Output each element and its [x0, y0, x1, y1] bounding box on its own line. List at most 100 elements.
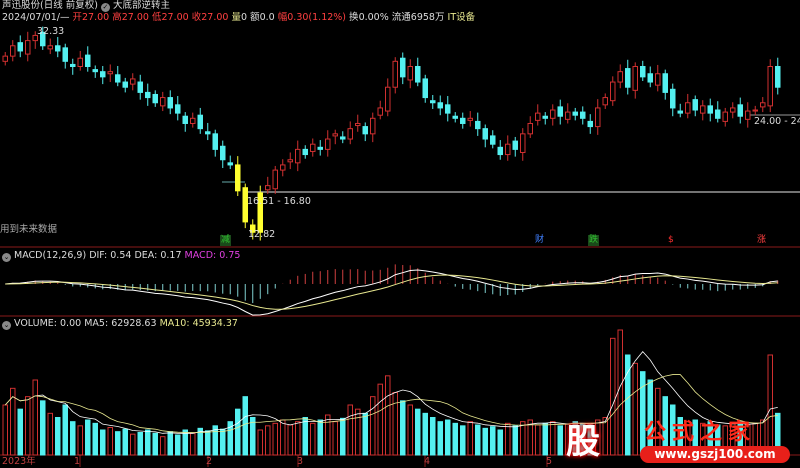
candle — [655, 73, 661, 86]
formula-toggle-icon[interactable]: ✓ — [100, 3, 110, 12]
dea-line — [5, 274, 778, 310]
dif-line — [5, 269, 778, 316]
zone-low-label: 16.51 - 16.80 — [247, 196, 311, 207]
volume-bar — [220, 428, 226, 456]
macd-toggle-icon[interactable]: ⌄ — [2, 253, 11, 262]
volume-bar — [2, 404, 8, 456]
candle — [497, 146, 503, 156]
candle — [332, 133, 338, 137]
volume-bar — [257, 429, 263, 456]
candle — [527, 122, 533, 135]
volume-legend: ⌄ VOLUME: 0.00 MA5: 62928.63 MA10: 45934.… — [2, 318, 238, 330]
volume-bar — [332, 421, 338, 456]
candle — [152, 93, 158, 104]
volume-bar — [325, 414, 331, 456]
volume-bar — [115, 431, 121, 456]
future-data-warning: 用到未来数据 — [0, 224, 58, 235]
candle — [752, 109, 758, 112]
candle — [437, 102, 443, 109]
candle — [760, 102, 766, 108]
candle — [25, 40, 31, 55]
volume-bar — [355, 408, 361, 456]
candle — [62, 47, 68, 62]
candle — [17, 42, 23, 52]
volume-bar — [310, 422, 316, 456]
volume-bar — [460, 425, 466, 456]
candle — [610, 81, 616, 102]
candle — [520, 133, 526, 153]
candle — [775, 65, 781, 88]
marker-fall: 跌 — [588, 235, 600, 246]
volume-toggle-icon[interactable]: ⌄ — [2, 321, 11, 330]
volume-bar — [137, 432, 143, 456]
quote-bar: 2024/07/01/— 开27.00 高27.00 低27.00 收27.00… — [2, 12, 476, 23]
formula-name: 大底部逆转主 — [112, 0, 170, 11]
volume-bar — [475, 424, 481, 456]
candle — [242, 187, 248, 223]
candle — [587, 120, 593, 128]
volume-bar — [512, 425, 518, 456]
volume-bar — [190, 432, 196, 456]
volume-bar — [377, 383, 383, 456]
candle — [362, 126, 368, 135]
volume-bar — [10, 387, 16, 456]
volume-bar — [527, 419, 533, 456]
volume-bar — [632, 362, 638, 456]
candle — [700, 105, 706, 114]
volume-bar — [422, 412, 428, 456]
macd-legend: ⌄ MACD(12,26,9) DIF: 0.54 DEA: 0.17 MACD:… — [2, 250, 241, 262]
volume-bar — [250, 417, 256, 456]
candle — [505, 143, 511, 156]
volume-bar — [497, 429, 503, 456]
candle — [310, 143, 316, 152]
candle — [175, 104, 181, 114]
candle — [542, 115, 548, 119]
candle — [407, 65, 413, 81]
x-label-month: 5 — [546, 456, 553, 467]
volume-bar — [100, 429, 106, 456]
zone-right-label: 24.00 - 24.3 — [754, 116, 800, 127]
volume-bar — [92, 422, 98, 456]
volume-bar — [625, 354, 631, 456]
x-label-month: 2 — [206, 456, 213, 467]
volume-bar — [227, 421, 233, 456]
candle — [617, 71, 623, 83]
volume-bar — [107, 427, 113, 456]
volume-bar — [130, 433, 136, 456]
candle — [392, 60, 398, 88]
volume-bar — [122, 428, 128, 456]
candle — [122, 81, 128, 88]
volume-bar — [550, 421, 556, 456]
volume-bar — [62, 404, 68, 456]
candle — [377, 107, 383, 116]
volume-bar — [542, 422, 548, 456]
marker-finance: 财 — [535, 235, 545, 245]
candle — [197, 114, 203, 130]
candle — [475, 120, 481, 130]
volume-bar — [302, 417, 308, 456]
volume-bar — [47, 412, 53, 456]
marker-dollar: $ — [668, 235, 674, 245]
candle — [647, 73, 653, 83]
candle — [250, 224, 256, 233]
volume-bar — [265, 425, 271, 456]
candle — [422, 78, 428, 99]
candle — [580, 111, 586, 119]
candle — [115, 74, 121, 83]
volume-bar — [505, 422, 511, 456]
volume-bar — [77, 425, 83, 456]
volume-bar — [482, 427, 488, 456]
candle — [632, 65, 638, 91]
volume-bar — [17, 408, 23, 456]
candle — [767, 65, 773, 107]
candle — [602, 97, 608, 106]
candle — [137, 81, 143, 93]
candle — [737, 104, 743, 117]
marker-reduce: 减 — [220, 235, 232, 246]
candle — [55, 45, 61, 52]
volume-bar — [242, 396, 248, 456]
high-price-label: 32.33 — [37, 26, 65, 37]
candle — [257, 192, 263, 233]
x-label-month: 3 — [297, 456, 304, 467]
